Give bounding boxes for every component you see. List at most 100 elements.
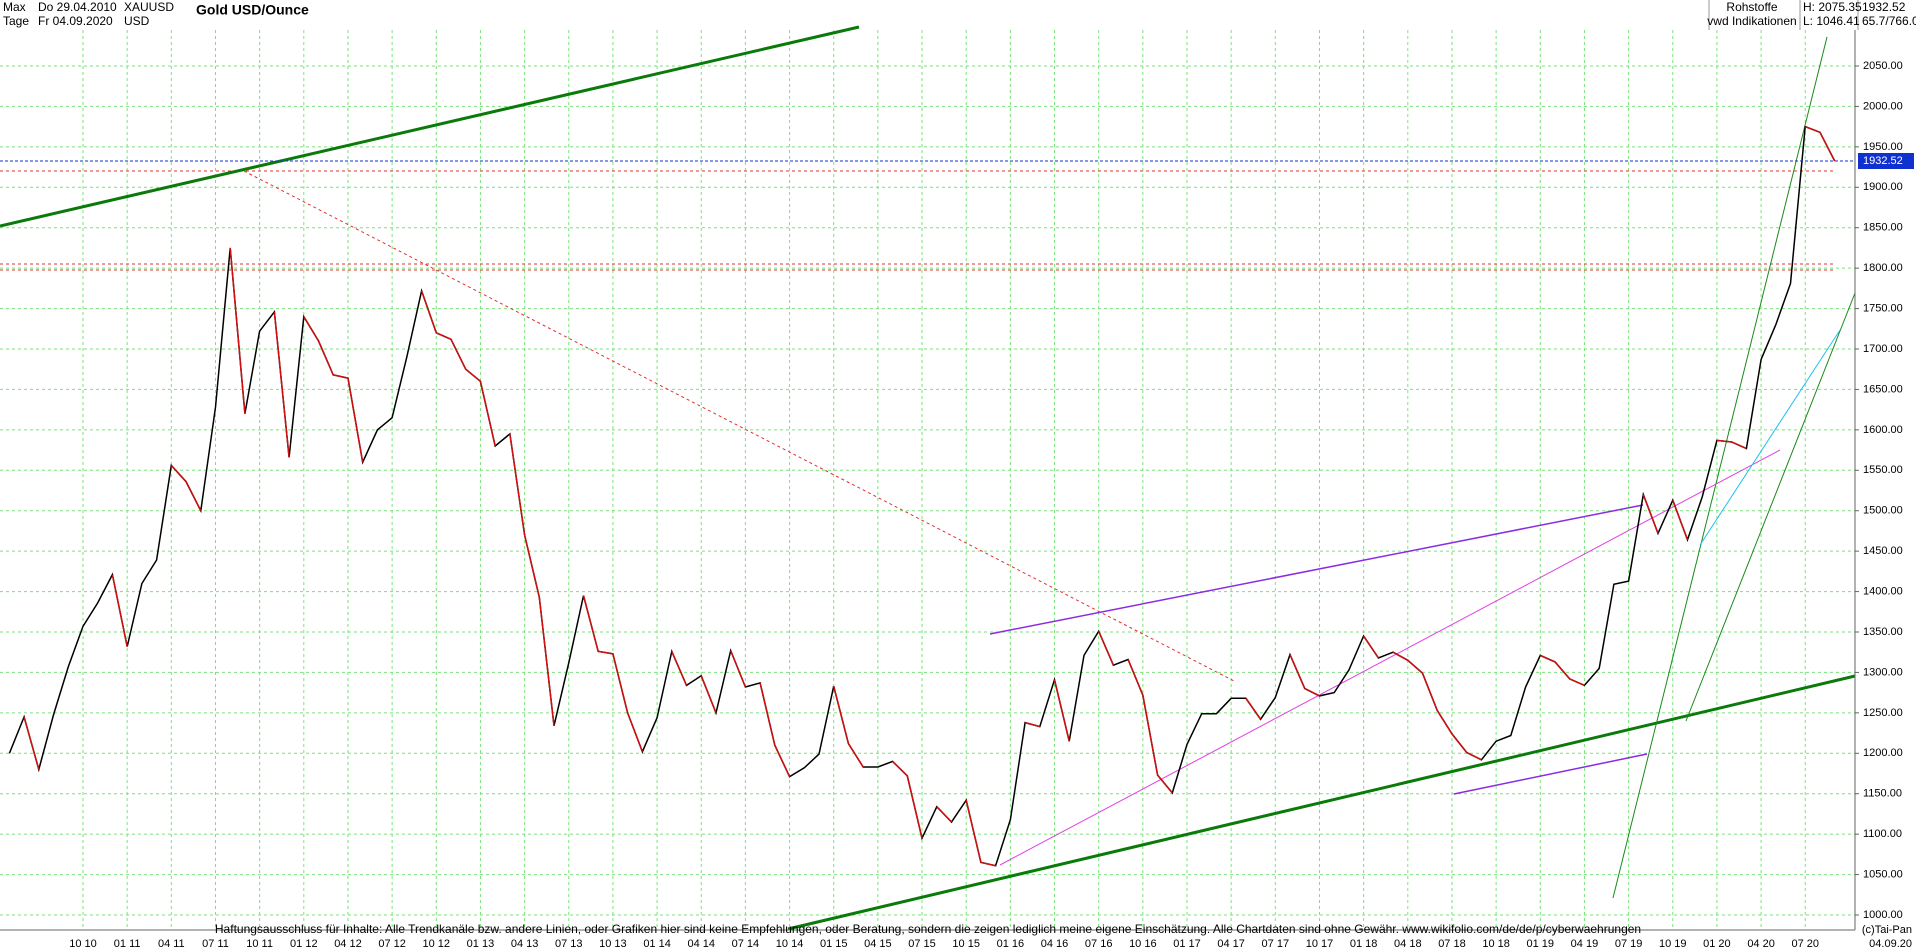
down-move: [465, 368, 481, 382]
y-tick-label: 1350.00: [1863, 626, 1903, 638]
x-tick-label: 04 20: [1747, 938, 1775, 950]
down-move: [1245, 697, 1262, 720]
x-tick-label: 10 14: [776, 938, 804, 950]
down-move: [1819, 131, 1836, 162]
down-move: [509, 433, 526, 536]
trend-line: [787, 674, 1856, 931]
down-move: [759, 682, 776, 746]
y-tick-label: 1800.00: [1863, 262, 1903, 274]
down-move: [185, 481, 202, 512]
period: Tage: [3, 14, 29, 28]
down-move: [420, 290, 437, 334]
start-date: Do 29.04.2010: [38, 0, 117, 14]
down-move: [847, 743, 864, 768]
x-tick-label: 07 17: [1262, 938, 1290, 950]
x-tick-label: 04 13: [511, 938, 539, 950]
x-tick-label: 07 14: [732, 938, 760, 950]
y-tick-label: 1700.00: [1863, 343, 1903, 355]
y-tick-label: 1850.00: [1863, 222, 1903, 234]
down-move: [936, 806, 953, 823]
down-move: [892, 760, 908, 777]
annotations: [0, 25, 1856, 931]
x-tick-label: 07 12: [378, 938, 406, 950]
y-tick-label: 1650.00: [1863, 383, 1903, 395]
y-tick-label: 1400.00: [1863, 585, 1903, 597]
x-tick-label: 07 16: [1085, 938, 1113, 950]
down-move: [1672, 499, 1689, 541]
trend-line: [1453, 753, 1648, 795]
y-tick-label: 1100.00: [1863, 828, 1902, 840]
x-tick-label: 01 17: [1173, 938, 1201, 950]
down-move: [1554, 661, 1571, 680]
down-move: [965, 800, 982, 863]
end-date-label: 04.09.20: [1869, 938, 1912, 950]
symbol: XAUUSD: [124, 0, 174, 14]
high: H: 2075.35: [1803, 0, 1862, 14]
x-tick-label: 10 18: [1482, 938, 1510, 950]
down-move: [1569, 678, 1585, 687]
y-tick-label: 1900.00: [1863, 181, 1903, 193]
down-move: [303, 316, 320, 342]
disclaimer: Haftungsausschluss für Inhalte: Alle Tre…: [215, 922, 1641, 936]
down-move: [1363, 635, 1379, 659]
x-tick-label: 04 15: [864, 938, 892, 950]
x-tick-label: 04 19: [1571, 938, 1599, 950]
down-move: [317, 340, 334, 376]
x-tick-label: 10 12: [423, 938, 451, 950]
down-move: [523, 534, 541, 598]
x-tick-label: 01 16: [997, 938, 1025, 950]
down-move: [450, 338, 467, 370]
down-move: [1731, 441, 1747, 450]
y-tick-label: 1450.00: [1863, 545, 1903, 557]
x-tick-label: 04 17: [1217, 938, 1245, 950]
down-move: [1097, 630, 1115, 666]
x-tick-label: 10 17: [1306, 938, 1334, 950]
down-move: [1289, 654, 1306, 689]
down-move: [170, 464, 187, 483]
down-move: [1024, 721, 1040, 728]
down-move: [479, 381, 496, 447]
y-tick-label: 1250.00: [1863, 707, 1903, 719]
down-move: [1436, 710, 1453, 735]
y-tick-label: 1200.00: [1863, 747, 1903, 759]
x-tick-label: 07 20: [1791, 938, 1819, 950]
down-move: [1716, 439, 1732, 443]
x-tick-label: 07 11: [202, 938, 229, 950]
down-move: [832, 685, 850, 744]
down-move: [700, 675, 717, 714]
down-move: [1156, 774, 1173, 794]
x-tick-label: 07 13: [555, 938, 583, 950]
x-tick-label: 07 18: [1438, 938, 1466, 950]
down-move: [729, 650, 747, 688]
down-move: [347, 377, 364, 463]
x-tick-label: 10 15: [952, 938, 980, 950]
x-tick-label: 01 18: [1350, 938, 1378, 950]
trend-line: [1685, 292, 1856, 722]
info-bg: [1708, 0, 1916, 30]
last-price-label: 1932.52: [1863, 155, 1903, 167]
header-bg: [0, 0, 200, 28]
trend-line: [989, 504, 1644, 635]
down-move: [1142, 694, 1159, 776]
y-tick-label: 1300.00: [1863, 666, 1903, 678]
down-move: [980, 861, 996, 867]
down-move: [273, 311, 290, 458]
down-move: [1804, 125, 1821, 134]
down-move: [1407, 659, 1424, 674]
down-move: [598, 650, 614, 655]
down-move: [774, 744, 791, 778]
category: Rohstoffe: [1726, 0, 1777, 14]
last-price: 1932.52: [1862, 0, 1906, 14]
down-move: [582, 595, 599, 652]
x-tick-label: 01 15: [820, 938, 848, 950]
source: vwd Indikationen: [1707, 14, 1796, 28]
x-tick-label: 10 10: [69, 938, 97, 950]
x-tick-label: 01 13: [467, 938, 495, 950]
down-move: [111, 574, 128, 647]
down-move: [538, 597, 555, 726]
down-move: [626, 712, 644, 752]
x-tick-label: 04 18: [1394, 938, 1422, 950]
x-tick-label: 01 19: [1527, 938, 1555, 950]
trend-line: [999, 449, 1781, 866]
